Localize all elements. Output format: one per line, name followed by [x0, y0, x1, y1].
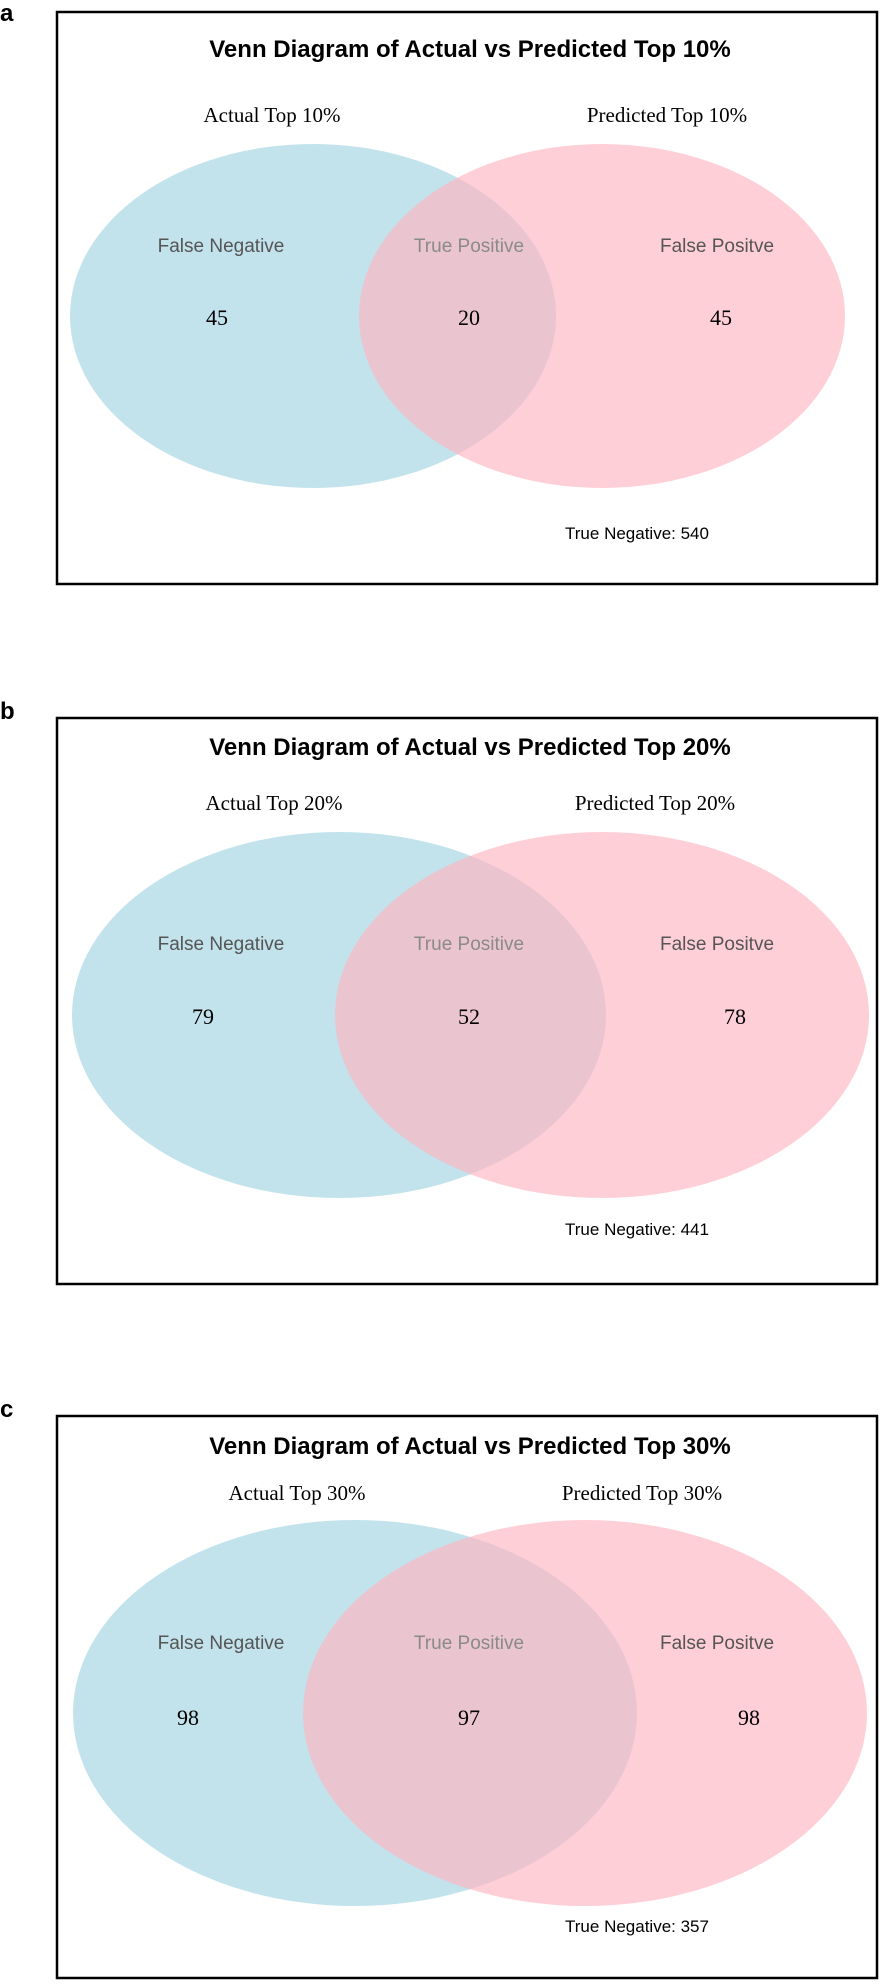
count-false-negative-a: 45	[206, 305, 228, 330]
venn-panel-b: Venn Diagram of Actual vs Predicted Top …	[55, 716, 879, 1286]
region-label-false-negative-a: False Negative	[158, 236, 285, 257]
panel-letter-a: a	[0, 0, 14, 27]
count-false-negative-c: 98	[177, 1705, 199, 1730]
true-negative-b: True Negative: 441	[565, 1220, 709, 1239]
set-label-actual-b: Actual Top 20%	[206, 791, 343, 815]
region-label-true-positive-c: True Positive	[414, 1633, 524, 1654]
ellipse-predicted-a	[359, 144, 845, 488]
count-true-positive-a: 20	[458, 305, 480, 330]
set-label-actual-c: Actual Top 30%	[229, 1481, 366, 1505]
region-label-false-positive-b: False Positve	[660, 934, 774, 955]
ellipse-predicted-c	[303, 1520, 867, 1906]
region-label-false-positive-a: False Positve	[660, 236, 774, 257]
region-label-false-positive-c: False Positve	[660, 1633, 774, 1654]
ellipse-predicted-b	[335, 832, 869, 1198]
panel-letter-b: b	[0, 698, 15, 725]
true-negative-c: True Negative: 357	[565, 1917, 709, 1936]
region-label-false-negative-b: False Negative	[158, 934, 285, 955]
count-true-positive-b: 52	[458, 1004, 480, 1029]
venn-panel-a: Venn Diagram of Actual vs Predicted Top …	[55, 10, 879, 586]
panel-title-b: Venn Diagram of Actual vs Predicted Top …	[209, 734, 730, 761]
region-label-false-negative-c: False Negative	[158, 1633, 285, 1654]
set-label-predicted-b: Predicted Top 20%	[575, 791, 735, 815]
panel-frame-c	[55, 1414, 879, 1980]
panel-frame-a	[55, 10, 879, 586]
true-negative-a: True Negative: 540	[565, 524, 709, 543]
panel-title-c: Venn Diagram of Actual vs Predicted Top …	[209, 1433, 730, 1460]
count-false-positive-c: 98	[738, 1705, 760, 1730]
set-label-actual-a: Actual Top 10%	[204, 103, 341, 127]
count-false-positive-b: 78	[724, 1004, 746, 1029]
venn-panel-c: Venn Diagram of Actual vs Predicted Top …	[55, 1414, 879, 1980]
region-label-true-positive-a: True Positive	[414, 236, 524, 257]
panel-letter-c: c	[0, 1396, 14, 1423]
panel-frame-b	[55, 716, 879, 1286]
count-false-positive-a: 45	[710, 305, 732, 330]
panel-title-a: Venn Diagram of Actual vs Predicted Top …	[209, 36, 730, 63]
region-label-true-positive-b: True Positive	[414, 934, 524, 955]
count-false-negative-b: 79	[192, 1004, 214, 1029]
set-label-predicted-c: Predicted Top 30%	[562, 1481, 722, 1505]
count-true-positive-c: 97	[458, 1705, 480, 1730]
set-label-predicted-a: Predicted Top 10%	[587, 103, 747, 127]
